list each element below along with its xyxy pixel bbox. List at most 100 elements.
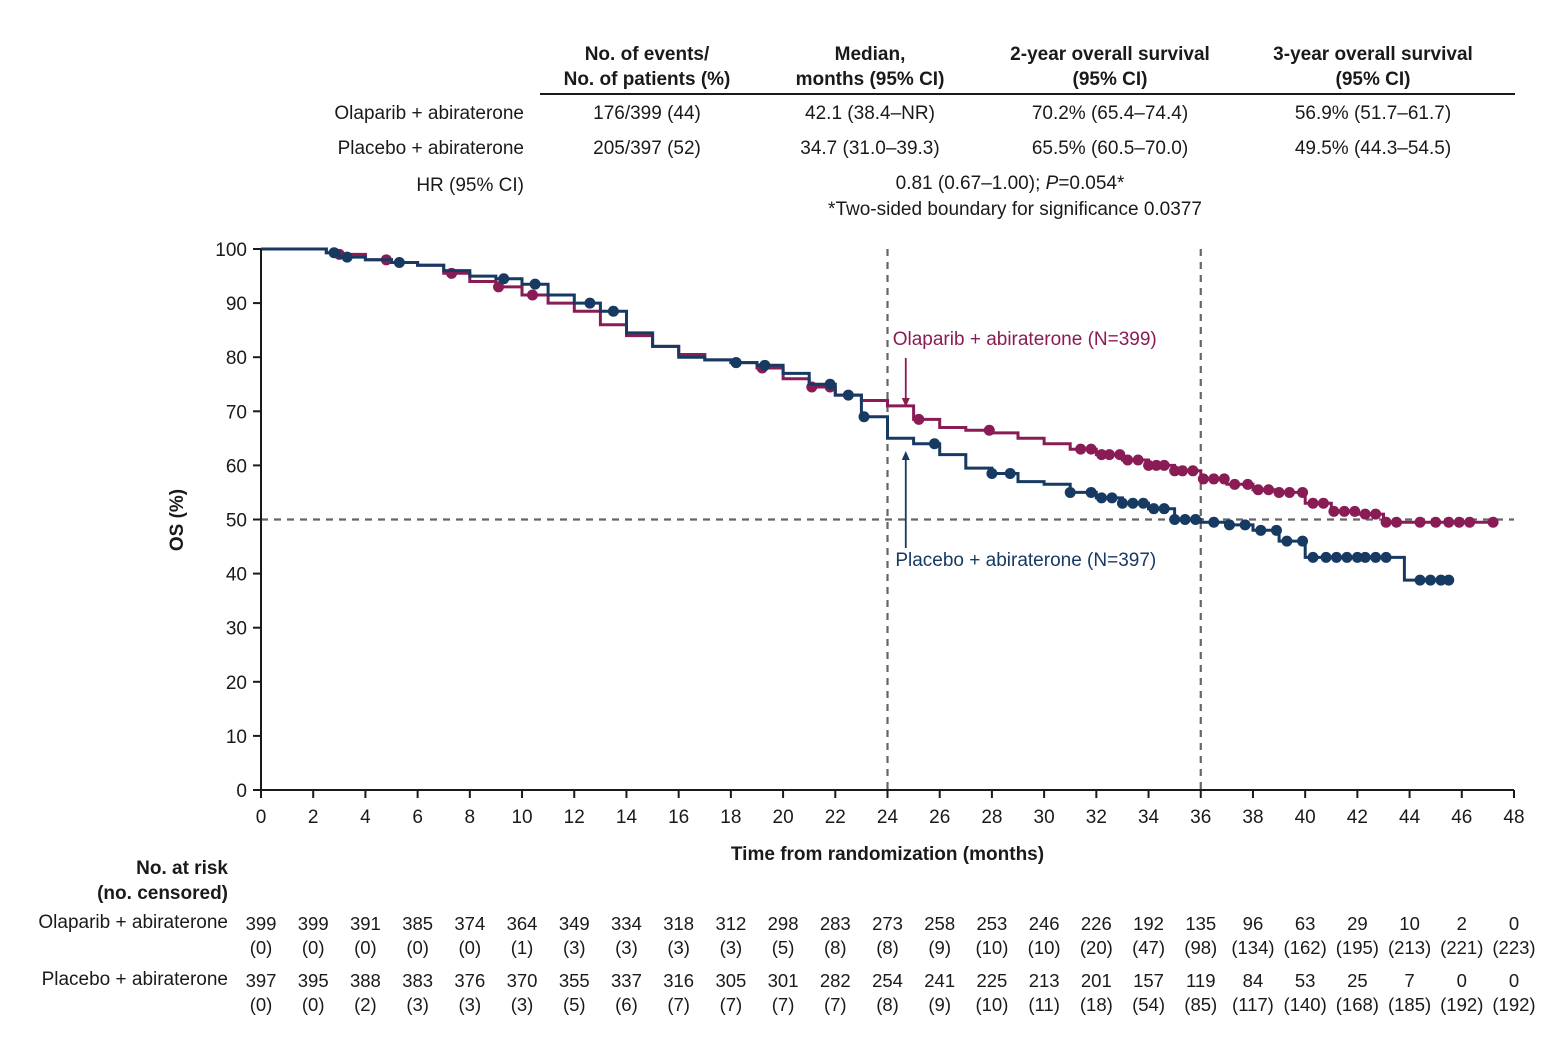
risk-censored-r0-t12: (3) bbox=[562, 937, 586, 958]
risk-censored-r0-t14: (3) bbox=[615, 937, 638, 958]
censor-mark-s0-40 bbox=[1370, 508, 1382, 520]
risk-censored-r0-t36: (98) bbox=[1184, 937, 1218, 958]
censor-mark-s0-47 bbox=[1464, 516, 1476, 528]
censor-mark-s1-31 bbox=[1270, 524, 1282, 536]
risk-at-risk-r1-t6: 383 bbox=[402, 970, 434, 991]
risk-at-risk-r0-t16: 318 bbox=[663, 913, 695, 934]
y-tick-label-9: 90 bbox=[226, 294, 247, 315]
risk-censored-r0-t38: (134) bbox=[1231, 937, 1275, 958]
y-tick-label-3: 30 bbox=[226, 619, 247, 640]
header-3yr-line2: (95% CI) bbox=[1335, 69, 1411, 90]
risk-censored-r1-t22: (7) bbox=[823, 994, 847, 1015]
x-tick-label-3: 6 bbox=[412, 807, 423, 828]
risk-at-risk-r0-t0: 399 bbox=[245, 913, 277, 934]
risk-censored-r0-t8: (0) bbox=[458, 937, 482, 958]
y-tick-label-8: 80 bbox=[226, 348, 247, 369]
risk-at-risk-r0-t34: 192 bbox=[1133, 913, 1164, 934]
risk-at-risk-r0-t44: 10 bbox=[1399, 913, 1420, 934]
header-3yr-line1: 3-year overall survival bbox=[1273, 44, 1473, 65]
censor-mark-s1-37 bbox=[1341, 551, 1353, 563]
risk-at-risk-r1-t8: 376 bbox=[454, 970, 486, 991]
risk-censored-r1-t26: (9) bbox=[928, 994, 952, 1015]
risk-at-risk-r0-t10: 364 bbox=[506, 913, 538, 934]
censor-mark-s1-41 bbox=[1380, 551, 1392, 563]
risk-censored-r0-t18: (3) bbox=[719, 937, 743, 958]
risk-at-risk-r0-t6: 385 bbox=[402, 913, 434, 934]
risk-censored-r0-t28: (10) bbox=[975, 937, 1009, 958]
risk-censored-r1-t30: (11) bbox=[1028, 994, 1060, 1015]
risk-censored-r1-t6: (3) bbox=[406, 994, 429, 1015]
header-2yr-line2: (95% CI) bbox=[1072, 69, 1148, 90]
censor-mark-s0-27 bbox=[1229, 478, 1241, 490]
risk-at-risk-r1-t10: 370 bbox=[506, 970, 538, 991]
risk-at-risk-r0-t42: 29 bbox=[1347, 913, 1368, 934]
risk-censored-r0-t48: (223) bbox=[1492, 937, 1536, 958]
censor-mark-s0-38 bbox=[1349, 505, 1361, 517]
risk-censored-r1-t46: (192) bbox=[1440, 994, 1484, 1015]
risk-censored-r1-t14: (6) bbox=[615, 994, 638, 1015]
censor-mark-s0-48 bbox=[1487, 516, 1499, 528]
censor-mark-s1-6 bbox=[607, 305, 619, 317]
censor-mark-s1-2 bbox=[393, 257, 405, 269]
risk-at-risk-r1-t36: 119 bbox=[1186, 970, 1216, 991]
risk-censored-r1-t48: (192) bbox=[1492, 994, 1536, 1015]
risk-censored-r0-t20: (5) bbox=[771, 937, 795, 958]
y-tick-label-2: 20 bbox=[226, 673, 247, 694]
risk-at-risk-r0-t24: 273 bbox=[872, 913, 903, 934]
header-median-line1: Median, bbox=[834, 44, 906, 65]
censor-mark-s0-4 bbox=[526, 289, 538, 301]
x-tick-label-13: 26 bbox=[929, 807, 950, 828]
risk-at-risk-r1-t24: 254 bbox=[872, 970, 903, 991]
risk-censored-r1-t28: (10) bbox=[975, 994, 1009, 1015]
risk-at-risk-r0-t30: 246 bbox=[1028, 913, 1060, 934]
header-median: Median, months (95% CI) bbox=[770, 42, 970, 92]
x-tick-label-24: 48 bbox=[1503, 807, 1524, 828]
risk-censored-r0-t42: (195) bbox=[1335, 937, 1379, 958]
censor-mark-s1-33 bbox=[1297, 535, 1309, 547]
censor-mark-s1-19 bbox=[1116, 497, 1128, 509]
censor-mark-s1-25 bbox=[1179, 514, 1191, 525]
censor-mark-s1-28 bbox=[1223, 519, 1235, 531]
x-tick-label-21: 42 bbox=[1347, 807, 1368, 828]
censor-mark-s0-29 bbox=[1252, 484, 1264, 496]
risk-at-risk-r0-t14: 334 bbox=[611, 913, 642, 934]
censor-mark-s0-21 bbox=[1169, 465, 1181, 477]
placebo-events: 205/397 (52) bbox=[593, 138, 701, 159]
x-tick-label-23: 46 bbox=[1451, 807, 1472, 828]
censor-mark-s1-18 bbox=[1106, 492, 1118, 504]
censor-mark-s1-16 bbox=[1085, 486, 1097, 498]
olaparib-events: 176/399 (44) bbox=[593, 103, 701, 124]
censor-mark-s1-15 bbox=[1064, 486, 1076, 498]
header-2yr-line1: 2-year overall survival bbox=[1010, 44, 1210, 65]
risk-censored-r1-t24: (8) bbox=[876, 994, 899, 1015]
censor-mark-s0-32 bbox=[1284, 486, 1296, 498]
risk-at-risk-r1-t12: 355 bbox=[558, 970, 590, 991]
header-events: No. of events/ No. of patients (%) bbox=[547, 42, 747, 92]
header-events-line1: No. of events/ bbox=[584, 44, 710, 65]
censor-mark-s1-1 bbox=[341, 251, 353, 263]
y-axis-title: OS (%) bbox=[167, 489, 188, 551]
risk-censored-r1-t8: (3) bbox=[458, 994, 482, 1015]
header-median-line2: months (95% CI) bbox=[795, 69, 945, 90]
censor-mark-s1-42 bbox=[1414, 574, 1426, 586]
risk-censored-r0-t44: (213) bbox=[1387, 937, 1432, 958]
censor-mark-s0-15 bbox=[1114, 449, 1126, 461]
censor-mark-s0-20 bbox=[1158, 459, 1170, 471]
risk-censored-r1-t10: (3) bbox=[510, 994, 534, 1015]
censor-mark-s1-23 bbox=[1158, 503, 1170, 515]
x-tick-label-5: 10 bbox=[511, 807, 532, 828]
censor-mark-s0-36 bbox=[1328, 505, 1340, 517]
censor-mark-s1-8 bbox=[759, 359, 771, 371]
risk-at-risk-r1-t48: 0 bbox=[1508, 970, 1520, 991]
censor-mark-s0-16 bbox=[1122, 454, 1134, 466]
x-tick-label-15: 30 bbox=[1034, 807, 1055, 828]
x-tick-label-0: 0 bbox=[256, 807, 267, 828]
censor-mark-s0-14 bbox=[1103, 449, 1115, 461]
x-tick-label-1: 2 bbox=[308, 807, 319, 828]
x-tick-label-18: 36 bbox=[1190, 807, 1211, 828]
censor-mark-s1-17 bbox=[1096, 492, 1108, 504]
censor-mark-s0-39 bbox=[1359, 508, 1371, 520]
risk-censored-r0-t2: (0) bbox=[301, 937, 325, 958]
censor-mark-s0-37 bbox=[1338, 505, 1350, 517]
risk-at-risk-r1-t44: 7 bbox=[1404, 970, 1415, 991]
